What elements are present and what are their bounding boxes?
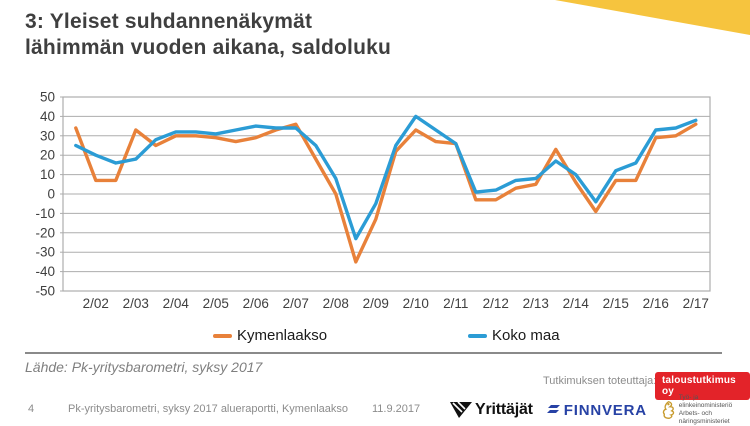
x-axis-label: 2/06 <box>243 296 269 311</box>
x-axis-label: 2/03 <box>123 296 149 311</box>
plot-border <box>62 96 711 292</box>
page-title: 3: Yleiset suhdannenäkymät lähimmän vuod… <box>25 9 391 61</box>
y-axis-label: 20 <box>40 148 55 163</box>
x-axis-label: 2/13 <box>523 296 549 311</box>
yrittajat-logo-text: Yrittäjät <box>475 401 533 418</box>
page-title-line1: 3: Yleiset suhdannenäkymät <box>25 10 313 33</box>
page-number: 4 <box>28 403 35 415</box>
x-axis-label: 2/10 <box>403 296 429 311</box>
taloustutkimus-badge: taloustutkimus oy <box>655 372 750 400</box>
x-axis-label: 2/08 <box>323 296 349 311</box>
source-note: Lähde: Pk-yritysbarometri, syksy 2017 <box>25 359 263 375</box>
tem-logo-line1: Työ- ja elinkeinoministeriö <box>678 394 733 409</box>
yrittajat-flag-icon <box>450 401 472 418</box>
footer-date: 11.9.2017 <box>372 403 421 415</box>
y-axis-label: 10 <box>40 167 55 182</box>
x-axis-label: 2/12 <box>483 296 509 311</box>
x-axis-label: 2/02 <box>83 296 109 311</box>
koko-maa-line-swatch <box>468 333 487 338</box>
legend-item-koko-maa: Koko maa <box>468 327 560 344</box>
x-axis-label: 2/15 <box>603 296 629 311</box>
tem-lion-icon <box>662 400 675 419</box>
x-axis-label: 2/17 <box>683 296 709 311</box>
y-axis-label: -20 <box>35 225 55 240</box>
footer-document-title: Pk-yritysbarometri, syksy 2017 aluerapor… <box>68 403 348 415</box>
finnvera-equals-icon <box>546 405 560 413</box>
series-line-koko-maa <box>74 114 698 241</box>
y-axis-label: -30 <box>35 245 55 260</box>
finnvera-logo-text: FINNVERA <box>563 401 647 419</box>
x-axis-label: 2/09 <box>363 296 389 311</box>
y-axis-label: -50 <box>35 284 55 299</box>
y-axis-label: -40 <box>35 264 55 279</box>
tem-logo-line2: Arbets- och näringsministeriet <box>678 410 730 425</box>
yrittajat-logo: Yrittäjät <box>450 401 533 419</box>
y-axis-label: 30 <box>40 128 55 143</box>
x-axis-label: 2/16 <box>643 296 669 311</box>
x-axis-label: 2/14 <box>563 296 590 311</box>
y-axis-label: 0 <box>47 187 55 202</box>
legend-label-kymenlaakso: Kymenlaakso <box>237 327 328 344</box>
tem-logo: Työ- ja elinkeinoministeriö Arbets- och … <box>661 394 750 426</box>
x-axis-label: 2/04 <box>163 296 190 311</box>
x-axis-label: 2/05 <box>203 296 229 311</box>
x-axis-label: 2/11 <box>443 296 468 311</box>
partner-logos: Yrittäjät FINNVERA Työ- ja elinkeinomini… <box>450 394 750 426</box>
kymenlaakso-line-swatch <box>213 333 232 338</box>
page-title-line2: lähimmän vuoden aikana, saldoluku <box>25 36 392 59</box>
y-axis-label: 50 <box>40 90 55 105</box>
y-axis-label: -10 <box>35 206 55 221</box>
y-axis-label: 40 <box>40 109 55 124</box>
tem-logo-text: Työ- ja elinkeinoministeriö Arbets- och … <box>679 394 750 426</box>
x-axis-label: 2/07 <box>283 296 309 311</box>
finnvera-logo: FINNVERA <box>546 401 647 419</box>
chart-legend: Kymenlaakso Koko maa <box>0 327 750 347</box>
footer-divider <box>25 352 722 354</box>
research-by-label: Tutkimuksen toteuttaja: <box>543 375 657 387</box>
legend-label-koko-maa: Koko maa <box>492 327 560 344</box>
series-line-kymenlaakso <box>74 122 698 264</box>
legend-item-kymenlaakso: Kymenlaakso <box>213 327 327 344</box>
